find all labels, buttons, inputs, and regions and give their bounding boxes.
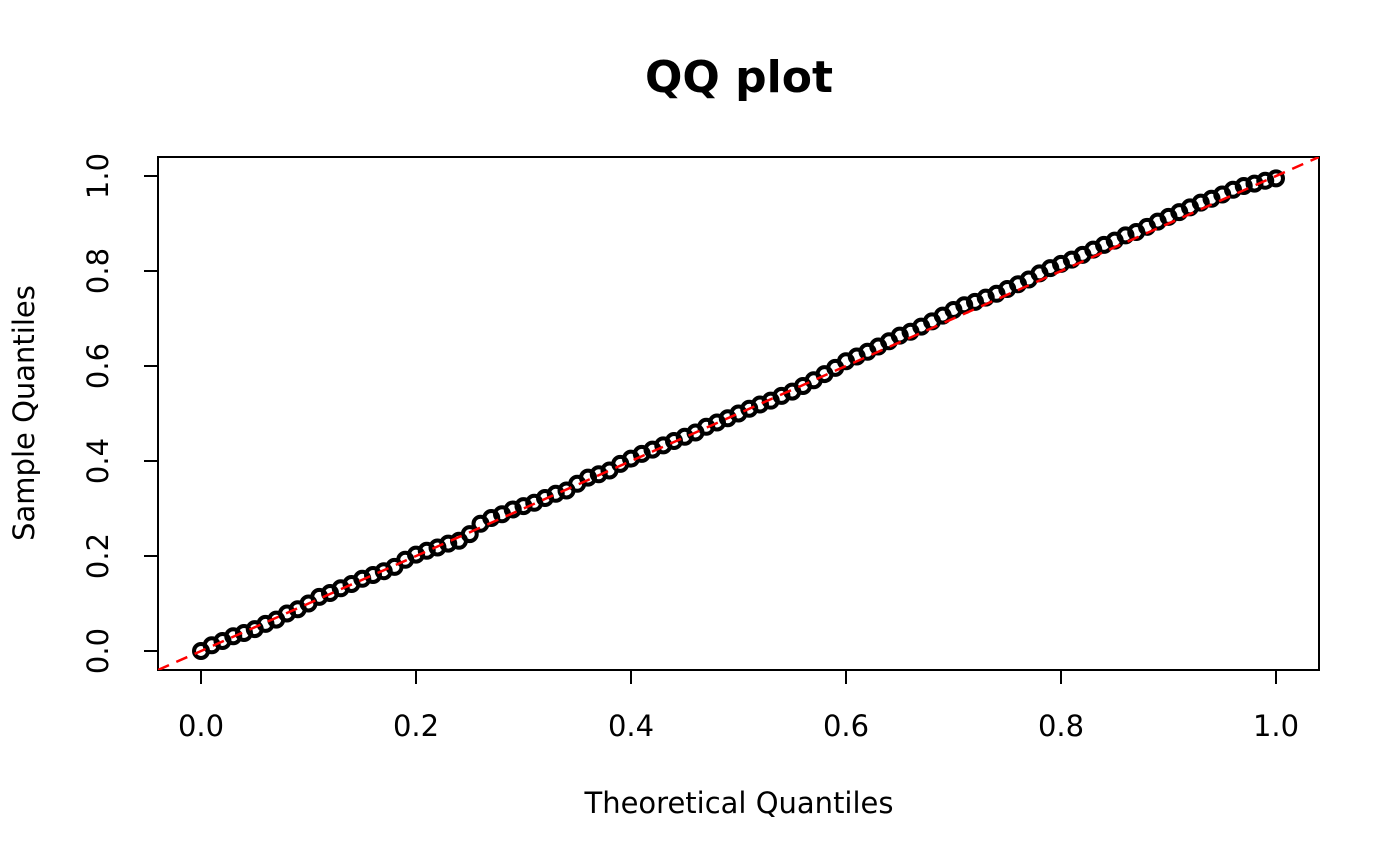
point <box>1234 176 1253 195</box>
y-tick-label: 0.4 <box>81 438 115 484</box>
y-tick-label: 0.2 <box>81 533 115 579</box>
plot-box <box>157 156 1320 671</box>
point <box>460 525 479 544</box>
x-tick-label: 1.0 <box>1253 709 1299 743</box>
x-tick-label: 0.8 <box>1038 709 1084 743</box>
point <box>1267 169 1285 188</box>
y-tick-label: 1.0 <box>81 153 115 199</box>
point <box>1256 171 1275 190</box>
reference-line <box>158 157 1319 670</box>
y-tick-label: 0.0 <box>81 628 115 674</box>
x-tick-label: 0.0 <box>178 709 224 743</box>
y-tick-label: 0.6 <box>81 343 115 389</box>
x-tick-label: 0.2 <box>393 709 439 743</box>
x-tick-label: 0.6 <box>823 709 869 743</box>
x-tick-label: 0.4 <box>608 709 654 743</box>
x-axis-label: Theoretical Quantiles <box>583 786 893 820</box>
chart-title: QQ plot <box>645 52 833 103</box>
y-tick-label: 0.8 <box>81 248 115 294</box>
y-axis-label: Sample Quantiles <box>7 285 41 541</box>
